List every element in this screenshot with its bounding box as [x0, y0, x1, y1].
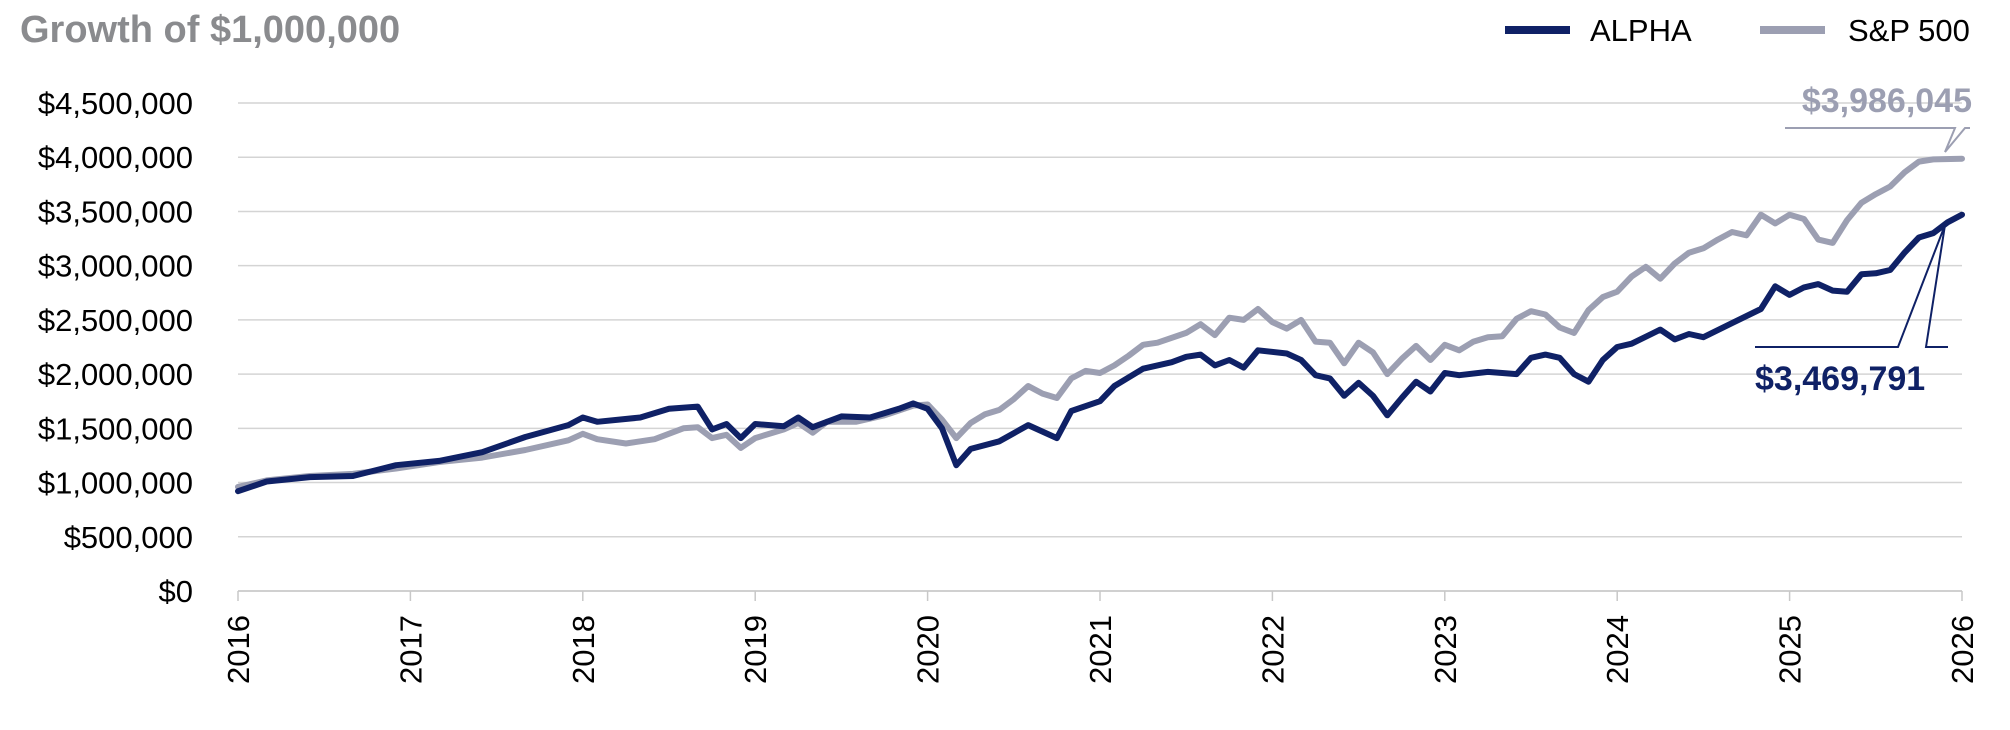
y-tick-label: $500,000	[64, 520, 193, 555]
leader-line-alpha	[1755, 224, 1948, 348]
x-tick-label: 2021	[1083, 615, 1118, 684]
y-tick-label: $2,500,000	[38, 303, 193, 338]
series-lines	[235, 155, 1965, 495]
series-line-sp500	[235, 155, 1965, 490]
x-tick-label: 2020	[911, 615, 946, 684]
end-label-sp500: $3,986,045	[1802, 82, 1972, 120]
y-tick-label: $4,500,000	[38, 86, 193, 121]
y-tick-label: $1,500,000	[38, 411, 193, 446]
y-axis: $0 $500,000 $1,000,000 $1,500,000 $2,000,000…	[38, 86, 193, 609]
series-line-alpha	[235, 211, 1965, 495]
y-tick-label: $3,500,000	[38, 194, 193, 229]
chart-title: Growth of $1,000,000	[20, 9, 400, 51]
x-tick-label: 2019	[738, 615, 773, 684]
y-tick-label: $4,000,000	[38, 140, 193, 175]
x-tick-label: 2026	[1945, 615, 1980, 684]
legend: ALPHA S&P 500	[1505, 13, 1970, 48]
legend-label-alpha: ALPHA	[1590, 13, 1692, 48]
x-tick-label: 2018	[566, 615, 601, 684]
y-tick-label: $3,000,000	[38, 249, 193, 284]
x-axis: 2016 2017 2018 2019 2020 2021 2022 2023 2024 2025…	[221, 590, 1980, 684]
x-tick-label: 2023	[1428, 615, 1463, 684]
end-label-sp500-group: $3,986,045	[1785, 82, 1972, 153]
y-tick-label: $0	[159, 574, 193, 609]
x-tick-label: 2024	[1600, 615, 1635, 684]
x-tick-label: 2016	[221, 615, 256, 684]
end-label-alpha: $3,469,791	[1755, 360, 1925, 398]
y-tick-label: $2,000,000	[38, 357, 193, 392]
leader-line-sp500	[1785, 127, 1970, 153]
end-label-alpha-group: $3,469,791	[1755, 224, 1948, 398]
legend-label-sp500: S&P 500	[1848, 13, 1970, 48]
x-tick-label: 2022	[1255, 615, 1290, 684]
x-tick-label: 2025	[1773, 615, 1808, 684]
x-tick-label: 2017	[393, 615, 428, 684]
gridlines	[238, 102, 1962, 592]
y-tick-label: $1,000,000	[38, 466, 193, 501]
